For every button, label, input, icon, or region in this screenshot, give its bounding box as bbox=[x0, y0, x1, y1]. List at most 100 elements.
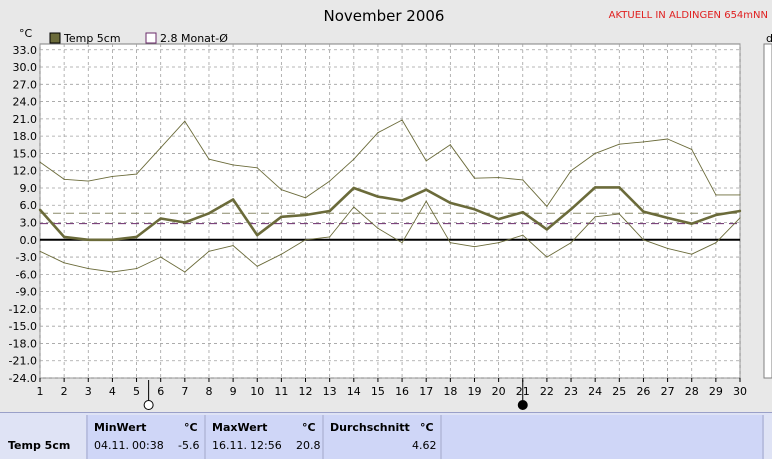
data-point-max bbox=[304, 197, 307, 199]
min-time: 00:38 bbox=[132, 439, 164, 452]
data-point-max bbox=[594, 152, 596, 155]
data-point-mean bbox=[135, 235, 138, 239]
y-tick-label: 21.0 bbox=[13, 113, 38, 126]
x-tick-label: 13 bbox=[323, 385, 337, 398]
y-tick-label: 3.0 bbox=[20, 217, 38, 230]
data-point-mean bbox=[738, 209, 742, 213]
data-point-max bbox=[473, 177, 476, 179]
data-point-mean bbox=[183, 221, 187, 224]
max-unit: °C bbox=[302, 421, 316, 434]
x-tick-label: 26 bbox=[636, 385, 650, 398]
min-date: 04.11. bbox=[94, 439, 129, 452]
x-tick-label: 19 bbox=[467, 385, 481, 398]
empty-cell bbox=[442, 415, 764, 459]
y-tick-label: 27.0 bbox=[13, 78, 38, 91]
x-tick-label: 7 bbox=[181, 385, 188, 398]
data-point-mean bbox=[328, 209, 331, 213]
y-tick-label: -21.0 bbox=[9, 355, 37, 368]
max-date: 16.11. bbox=[212, 439, 247, 452]
y-tick-label: 24.0 bbox=[13, 96, 38, 109]
x-tick-label: 29 bbox=[709, 385, 723, 398]
x-tick-label: 12 bbox=[299, 385, 313, 398]
data-point-mean bbox=[376, 195, 380, 198]
max-title: MaxWert bbox=[212, 421, 268, 434]
data-point-min bbox=[449, 242, 451, 244]
x-tick-label: 5 bbox=[133, 385, 140, 398]
y-tick-label: 15.0 bbox=[13, 147, 38, 160]
data-point-min bbox=[87, 267, 89, 270]
data-point-mean bbox=[618, 186, 621, 189]
y-tick-label: 33.0 bbox=[13, 44, 38, 57]
data-point-min bbox=[111, 271, 114, 273]
data-point-mean bbox=[159, 217, 162, 220]
stats-label-cell: Temp 5cm bbox=[0, 415, 88, 459]
data-point-mean bbox=[449, 201, 452, 205]
x-tick-label: 23 bbox=[564, 385, 578, 398]
data-point-mean bbox=[425, 188, 428, 191]
data-point-mean bbox=[352, 186, 355, 190]
data-point-mean bbox=[256, 233, 259, 237]
x-tick-label: 17 bbox=[419, 385, 433, 398]
max-time: 12:56 bbox=[250, 439, 282, 452]
plot-area bbox=[39, 43, 741, 379]
x-tick-label: 6 bbox=[157, 385, 164, 398]
x-tick-label: 2 bbox=[61, 385, 68, 398]
data-point-mean bbox=[690, 222, 693, 225]
data-point-min bbox=[280, 253, 282, 255]
data-point-min bbox=[401, 242, 403, 244]
data-point-mean bbox=[593, 186, 597, 189]
series-line-max bbox=[39, 119, 740, 207]
y-tick-label: -15.0 bbox=[9, 320, 37, 333]
data-point-mean bbox=[111, 238, 114, 241]
x-tick-label: 27 bbox=[661, 385, 675, 398]
stats-panel: Temp 5cm MinWert °C 04.11. 00:38 -5.6 Ma… bbox=[0, 412, 772, 459]
full-moon-icon bbox=[143, 400, 154, 410]
data-point-min bbox=[377, 227, 379, 229]
data-point-mean bbox=[473, 208, 476, 211]
y-tick-label: -9.0 bbox=[16, 286, 37, 299]
max-cell: MaxWert °C 16.11. 12:56 20.8 bbox=[206, 415, 324, 459]
data-point-max bbox=[570, 170, 572, 172]
y-tick-label: -3.0 bbox=[16, 251, 37, 264]
min-cell: MinWert °C 04.11. 00:38 -5.6 bbox=[88, 415, 206, 459]
data-point-mean bbox=[569, 208, 573, 211]
data-point-min bbox=[666, 247, 669, 250]
data-point-mean bbox=[666, 216, 669, 220]
data-point-mean bbox=[62, 235, 66, 239]
data-point-mean bbox=[231, 198, 235, 201]
data-point-max bbox=[739, 194, 741, 196]
x-tick-label: 10 bbox=[250, 385, 264, 398]
station-label: AKTUELL IN ALDINGEN 654mNN bbox=[609, 10, 768, 21]
data-point-max bbox=[691, 148, 693, 150]
x-tick-label: 1 bbox=[37, 385, 44, 398]
y-tick-label: -12.0 bbox=[9, 303, 37, 316]
chart-title: November 2006 bbox=[324, 7, 445, 25]
data-point-min bbox=[160, 256, 162, 258]
x-tick-label: 9 bbox=[230, 385, 237, 398]
data-point-max bbox=[715, 194, 717, 196]
data-point-min bbox=[39, 250, 41, 252]
data-point-max bbox=[87, 180, 89, 182]
x-tick-label: 21 bbox=[516, 385, 530, 398]
data-point-max bbox=[232, 164, 234, 166]
data-point-min bbox=[353, 206, 355, 208]
chart-area: 33.0 30.0 27.0 24.0 21.0 18.0 15.0 12.0 9.0 6.0 3.… bbox=[0, 0, 772, 412]
y-tick-label: 30.0 bbox=[13, 61, 38, 74]
data-point-mean bbox=[521, 210, 524, 214]
data-point-min bbox=[522, 234, 524, 236]
data-point-min bbox=[691, 253, 693, 255]
legend-label-temp: Temp 5cm bbox=[63, 32, 121, 45]
stats-row-label: Temp 5cm bbox=[8, 439, 71, 452]
data-point-mean bbox=[38, 208, 42, 212]
data-point-max bbox=[184, 120, 186, 122]
x-tick-label: 11 bbox=[274, 385, 288, 398]
data-point-max bbox=[666, 138, 669, 140]
x-tick-label: 4 bbox=[109, 385, 116, 398]
data-point-mean bbox=[714, 213, 718, 217]
data-point-mean bbox=[497, 217, 500, 221]
unit-label-right: d bbox=[766, 32, 772, 45]
x-tick-label: 20 bbox=[492, 385, 506, 398]
data-point-min bbox=[329, 236, 331, 238]
data-point-min bbox=[498, 242, 500, 244]
avg-cell: Durchschnitt °C 4.62 bbox=[324, 415, 442, 459]
